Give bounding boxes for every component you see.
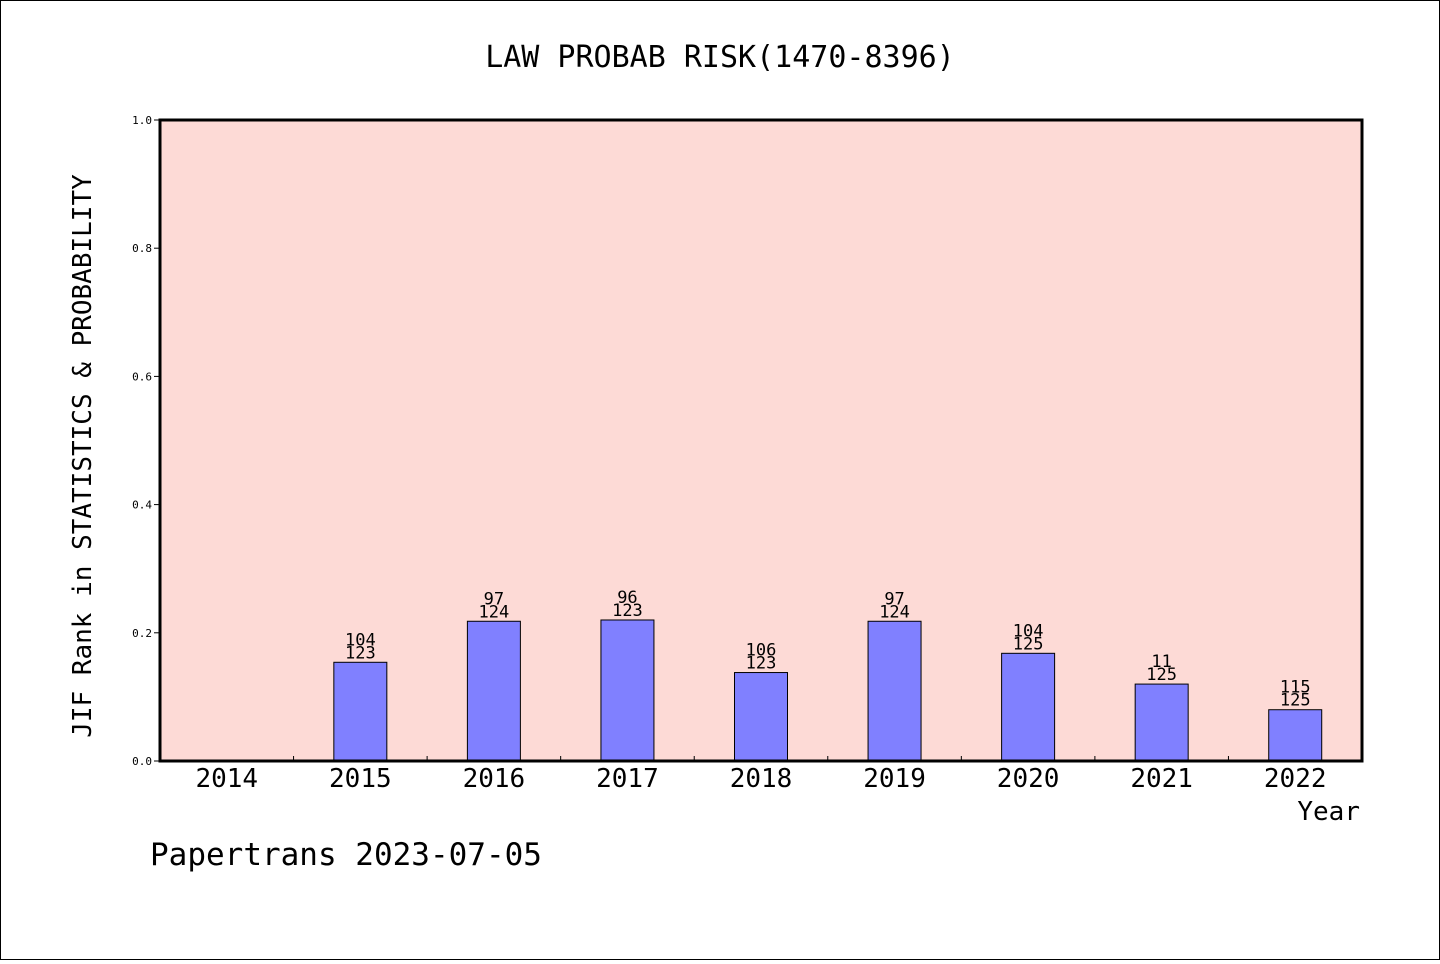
y-tick-label: 0.8 xyxy=(132,242,152,255)
x-axis-label: Year xyxy=(1297,797,1360,827)
y-axis-ticks: 0.0 0.2 0.4 0.6 0.8 1.0 xyxy=(132,114,160,768)
bar-label-rank: 97 xyxy=(884,589,904,609)
bar-label-rank: 106 xyxy=(746,641,777,661)
bar-2016 xyxy=(466,620,521,762)
y-axis-label: JIF Rank in STATISTICS & PROBABILITY xyxy=(68,174,98,738)
bar-label-rank: 104 xyxy=(1013,621,1044,641)
bar-label-rank: 96 xyxy=(617,588,637,608)
bar-label-rank: 104 xyxy=(345,630,376,650)
y-tick-label: 0.0 xyxy=(132,755,152,768)
x-tick-label: 2021 xyxy=(1130,764,1193,794)
bar-2019 xyxy=(867,620,922,762)
bar-label-rank: 97 xyxy=(484,589,504,609)
plot-border xyxy=(158,118,1364,763)
bar-label-rank: 115 xyxy=(1280,678,1311,698)
chart-title: LAW PROBAB RISK(1470-8396) xyxy=(485,40,955,75)
bar-2021 xyxy=(1134,683,1189,762)
y-tick-label: 1.0 xyxy=(132,114,152,127)
bar-2020 xyxy=(1001,652,1056,762)
x-tick-label: 2019 xyxy=(863,764,926,794)
bar-labels: 1041239712496123106123971241041251112511… xyxy=(345,588,1311,711)
bar-2015 xyxy=(333,661,388,762)
y-tick-label: 0.4 xyxy=(132,499,152,512)
bar-2018 xyxy=(734,672,788,762)
x-tick-label: 2020 xyxy=(997,764,1060,794)
x-tick-label: 2022 xyxy=(1264,764,1327,794)
bar-label-total: 123 xyxy=(612,601,643,621)
x-axis-ticks: 2014 2015 2016 2017 2018 2019 2020 2021 2022 xyxy=(195,756,1327,794)
bar-label-total: 123 xyxy=(345,643,376,663)
bar-label-total: 125 xyxy=(1146,665,1177,685)
plot-area xyxy=(160,120,1362,761)
bar-label-total: 124 xyxy=(479,602,510,622)
footer-text: Papertrans 2023-07-05 xyxy=(150,837,542,873)
bar-label-total: 123 xyxy=(746,654,777,674)
bar-label-total: 124 xyxy=(879,602,910,622)
x-tick-label: 2016 xyxy=(463,764,526,794)
bar-2017 xyxy=(600,619,655,762)
x-tick-label: 2015 xyxy=(329,764,392,794)
x-tick-label: 2014 xyxy=(195,764,258,794)
y-tick-label: 0.2 xyxy=(132,627,152,640)
bar-label-rank: 11 xyxy=(1151,652,1171,672)
bar-label-total: 125 xyxy=(1013,634,1044,654)
x-tick-label: 2018 xyxy=(730,764,793,794)
bars xyxy=(333,619,1323,762)
y-tick-label: 0.6 xyxy=(132,370,152,383)
bar-2022 xyxy=(1268,709,1323,762)
x-tick-label: 2017 xyxy=(596,764,659,794)
bar-label-total: 125 xyxy=(1280,691,1311,711)
